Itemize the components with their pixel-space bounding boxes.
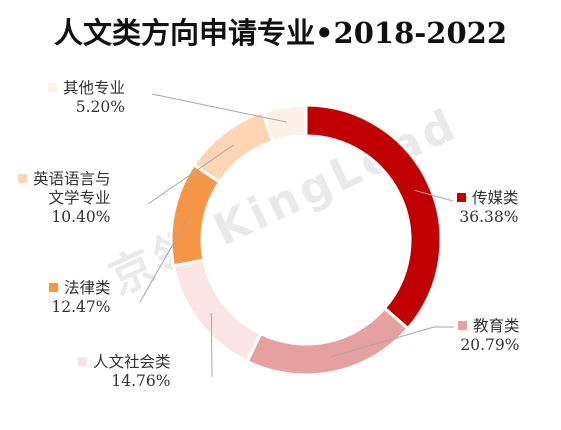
slice-other	[260, 103, 308, 144]
legend-marker	[78, 357, 87, 366]
legend-marker	[49, 283, 58, 292]
legend-marker	[457, 193, 466, 202]
slice-value: 12.47%	[51, 298, 111, 316]
slice-value: 14.76%	[111, 372, 171, 390]
leader-line-law	[139, 216, 190, 303]
leader-line-education	[329, 326, 454, 358]
leader-line-media	[414, 189, 454, 202]
leader-line-other	[151, 93, 287, 123]
slice-label-other: 其他专业 5.20%	[48, 79, 125, 117]
leader-line-humanities-social	[210, 312, 213, 378]
slice-name: 法律类	[64, 279, 111, 297]
slice-name: 人文社会类	[93, 353, 171, 371]
slice-name: 传媒类	[472, 189, 519, 207]
slice-label-education: 教育类 20.79%	[458, 317, 520, 355]
slice-label-english: 英语语言与 文学专业 10.40%	[18, 170, 111, 227]
slice-label-humanities-social: 人文社会类 14.76%	[78, 353, 171, 391]
slice-value: 20.79%	[460, 336, 520, 354]
slice-english	[191, 110, 275, 185]
slice-label-media: 传媒类 36.38%	[457, 189, 519, 227]
legend-marker	[458, 321, 467, 330]
slice-name-line-2: 文学专业	[48, 189, 111, 207]
legend-marker	[48, 83, 57, 92]
slice-name-line-1: 英语语言与	[33, 170, 111, 188]
slice-value: 36.38%	[459, 208, 519, 226]
slice-value: 10.40%	[51, 208, 111, 226]
slice-name: 其他专业	[63, 79, 126, 97]
chart-title: 人文类方向申请专业•2018-2022	[54, 16, 507, 50]
slice-value: 5.20%	[75, 98, 126, 116]
legend-marker	[18, 174, 27, 183]
slice-label-law: 法律类 12.47%	[49, 279, 111, 317]
donut-slices	[169, 103, 443, 377]
leader-lines	[139, 93, 454, 378]
slice-name: 教育类	[473, 317, 520, 335]
leader-line-english	[147, 144, 234, 205]
slice-humanities-social	[171, 258, 263, 364]
